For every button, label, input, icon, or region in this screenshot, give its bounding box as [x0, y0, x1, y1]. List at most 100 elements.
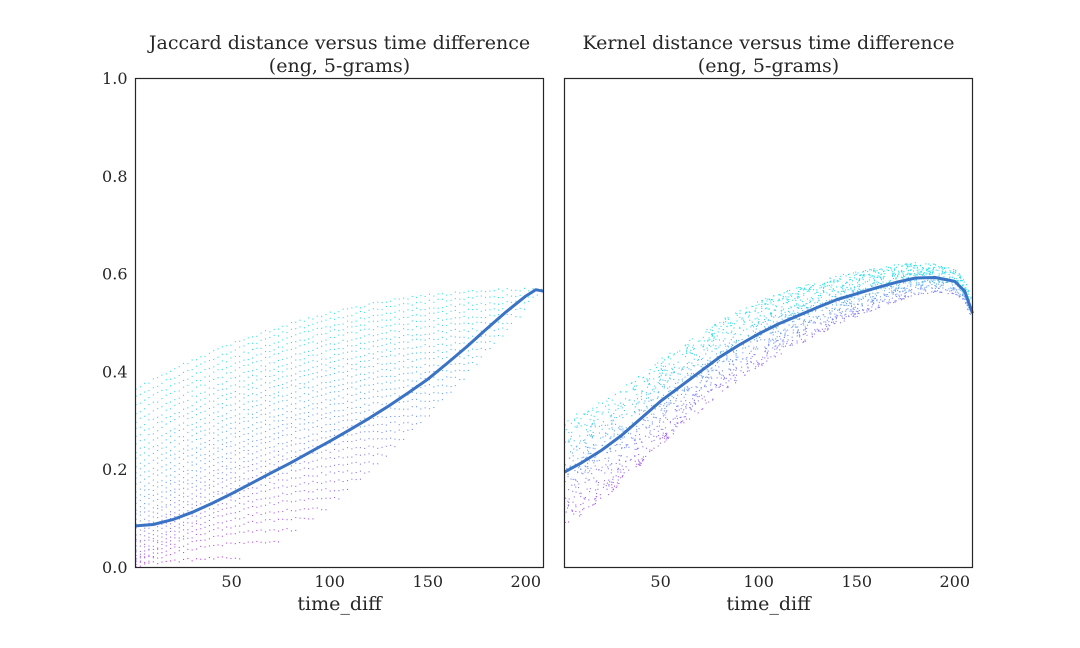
scatter-point — [195, 470, 197, 472]
scatter-point — [697, 396, 699, 398]
scatter-point — [804, 329, 806, 331]
scatter-point — [364, 454, 366, 456]
scatter-point — [394, 348, 396, 350]
scatter-point — [592, 460, 594, 462]
scatter-point — [666, 401, 668, 403]
scatter-point — [565, 511, 567, 513]
scatter-point — [316, 439, 318, 441]
scatter-point — [765, 307, 767, 309]
scatter-point — [390, 421, 392, 423]
scatter-point — [666, 410, 668, 412]
scatter-point — [338, 379, 340, 381]
scatter-point — [208, 466, 210, 468]
scatter-point — [915, 264, 917, 266]
scatter-point — [450, 310, 452, 312]
scatter-point — [347, 326, 349, 328]
scatter-point — [758, 303, 760, 305]
scatter-point — [148, 554, 150, 556]
scatter-point — [390, 430, 392, 432]
scatter-point — [230, 512, 232, 514]
scatter-point — [881, 269, 883, 271]
scatter-point — [174, 399, 176, 401]
scatter-point — [234, 427, 236, 429]
scatter-point — [773, 309, 775, 311]
scatter-point — [450, 371, 452, 373]
scatter-point — [883, 271, 885, 273]
scatter-point — [697, 359, 699, 361]
scatter-point — [390, 330, 392, 332]
scatter-point — [770, 332, 772, 334]
scatter-point — [806, 306, 808, 308]
scatter-point — [239, 340, 241, 342]
scatter-point — [398, 342, 400, 344]
scatter-point — [200, 380, 202, 382]
scatter-point — [571, 452, 573, 454]
scatter-point — [796, 287, 798, 289]
scatter-point — [781, 318, 783, 320]
scatter-point — [629, 399, 631, 401]
scatter-point — [321, 451, 323, 453]
scatter-point — [230, 365, 232, 367]
scatter-point — [183, 470, 185, 472]
scatter-point — [377, 424, 379, 426]
scatter-point — [602, 421, 604, 423]
scatter-point — [234, 362, 236, 364]
scatter-point — [921, 284, 923, 286]
scatter-point — [403, 366, 405, 368]
scatter-point — [638, 409, 640, 411]
scatter-point — [459, 303, 461, 305]
scatter-point — [342, 415, 344, 417]
scatter-point — [144, 429, 146, 431]
scatter-point — [286, 445, 288, 447]
scatter-point — [929, 281, 931, 283]
scatter-point — [641, 390, 643, 392]
scatter-point — [777, 330, 779, 332]
scatter-point — [567, 500, 569, 502]
scatter-point — [226, 485, 228, 487]
scatter-point — [178, 509, 180, 511]
scatter-point — [411, 414, 413, 416]
scatter-point — [463, 336, 465, 338]
scatter-point — [764, 357, 766, 359]
scatter-point — [325, 497, 327, 499]
scatter-point — [282, 325, 284, 327]
scatter-point — [394, 380, 396, 382]
scatter-point — [450, 335, 452, 337]
scatter-point — [697, 400, 699, 402]
scatter-point — [961, 290, 963, 292]
scatter-point — [802, 334, 804, 336]
scatter-point — [437, 350, 439, 352]
scatter-point — [619, 469, 621, 471]
scatter-point — [286, 519, 288, 521]
scatter-point — [780, 310, 782, 312]
scatter-point — [265, 382, 267, 384]
scatter-point — [693, 402, 695, 404]
scatter-point — [161, 485, 163, 487]
scatter-point — [609, 464, 611, 466]
scatter-point — [372, 463, 374, 465]
scatter-point — [918, 282, 920, 284]
scatter-point — [631, 415, 633, 417]
scatter-point — [234, 525, 236, 527]
scatter-point — [604, 424, 606, 426]
scatter-point — [777, 339, 779, 341]
scatter-point — [213, 529, 215, 531]
scatter-point — [803, 292, 805, 294]
scatter-point — [768, 341, 770, 343]
scatter-point — [789, 311, 791, 313]
scatter-point — [589, 430, 591, 432]
scatter-point — [869, 310, 871, 312]
scatter-point — [200, 534, 202, 536]
scatter-point — [221, 420, 223, 422]
scatter-point — [467, 355, 469, 357]
scatter-point — [157, 508, 159, 510]
scatter-point — [230, 404, 232, 406]
scatter-point — [727, 345, 729, 347]
scatter-point — [308, 330, 310, 332]
scatter-point — [282, 419, 284, 421]
scatter-point — [963, 292, 965, 294]
scatter-point — [148, 539, 150, 541]
scatter-point — [778, 294, 780, 296]
scatter-point — [680, 416, 682, 418]
scatter-point — [385, 424, 387, 426]
